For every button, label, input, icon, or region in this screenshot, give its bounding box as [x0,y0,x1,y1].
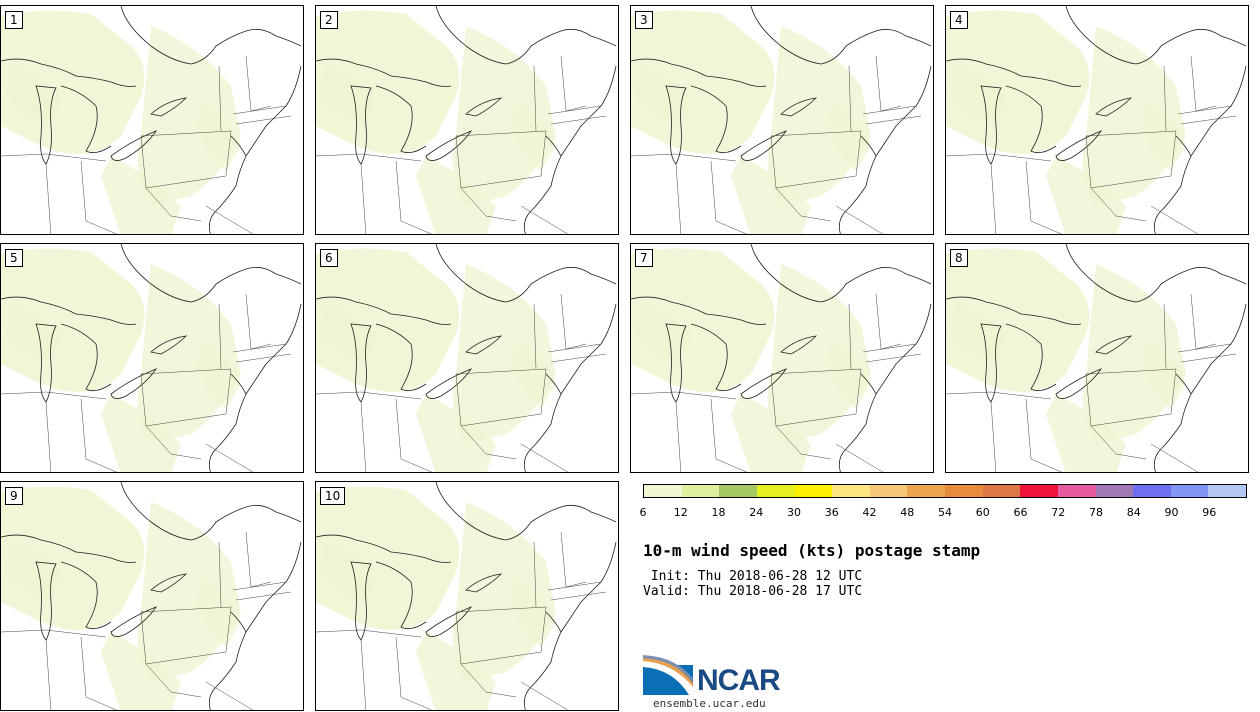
member-panel-1: 1 [0,5,304,235]
member-panel-6: 6 [315,243,619,473]
map-outline [1,482,302,710]
colorbar-tick-label: 78 [1089,506,1103,519]
colorbar-tick-label: 66 [1013,506,1028,519]
member-label: 3 [635,11,653,29]
member-panel-5: 5 [0,243,304,473]
colorbar-segment [982,485,1021,497]
map-outline [631,6,932,234]
member-panel-7: 7 [630,243,934,473]
colorbar-tick-label: 6 [639,506,647,519]
colorbar-segment [794,485,833,497]
colorbar-segment [1208,485,1246,497]
member-panel-3: 3 [630,5,934,235]
colorbar-segment [681,485,720,497]
colorbar-tick-label: 54 [938,506,952,519]
colorbar-tick-label: 30 [787,506,801,519]
colorbar-segment [1133,485,1171,497]
colorbar-segment [1057,485,1096,497]
map-outline [1,244,302,472]
member-label: 7 [635,249,653,267]
colorbar-segment [907,485,945,497]
map-outline [946,244,1247,472]
init-time: Init: Thu 2018-06-28 12 UTC [643,569,863,584]
member-panel-8: 8 [945,243,1249,473]
colorbar-tick-label: 42 [862,506,877,519]
colorbar-tick-label: 36 [824,506,839,519]
colorbar-segment [1170,485,1209,497]
logo-wordmark: NCAR [697,664,781,697]
member-label: 9 [5,487,23,505]
site-url[interactable]: ensemble.ucar.edu [653,697,766,710]
member-panel-9: 9 [0,481,304,711]
product-title: 10-m wind speed (kts) postage stamp [643,541,981,560]
map-outline [316,244,617,472]
colorbar-segment [756,485,795,497]
colorbar-segment [644,485,682,497]
ncar-logo-icon [643,655,695,699]
map-outline [316,6,617,234]
colorbar-tick-label: 12 [673,506,688,519]
colorbar-tick-label: 60 [975,506,990,519]
colorbar-segment [945,485,983,497]
member-label: 4 [950,11,968,29]
colorbar-segment [1095,485,1134,497]
member-label: 8 [950,249,968,267]
colorbar-segment [869,485,908,497]
colorbar-segment [719,485,757,497]
member-label: 2 [320,11,338,29]
member-label: 5 [5,249,23,267]
member-panel-10: 10 [315,481,619,711]
map-outline [631,244,932,472]
colorbar-tick-label: 90 [1164,506,1179,519]
member-label: 6 [320,249,338,267]
map-outline [946,6,1247,234]
colorbar-tick-label: 84 [1126,506,1141,519]
colorbar-tick-label: 96 [1202,506,1217,519]
colorbar-tick-label: 24 [749,506,764,519]
colorbar-segment [1020,485,1058,497]
colorbar-tick-label: 18 [711,506,726,519]
member-panel-2: 2 [315,5,619,235]
map-outline [316,482,617,710]
member-label: 1 [5,11,23,29]
member-panel-4: 4 [945,5,1249,235]
colorbar-segment [832,485,870,497]
colorbar-tick-label: 72 [1051,506,1066,519]
colorbar-ticks: 6 12 18 24 30 36 42 48 54 60 66 72 78 84 90 96 [639,506,1247,520]
valid-time: Valid: Thu 2018-06-28 17 UTC [643,584,863,599]
wind-speed-colorbar [643,484,1247,498]
member-label: 10 [320,487,346,505]
colorbar-tick-label: 48 [900,506,915,519]
map-outline [1,6,302,234]
